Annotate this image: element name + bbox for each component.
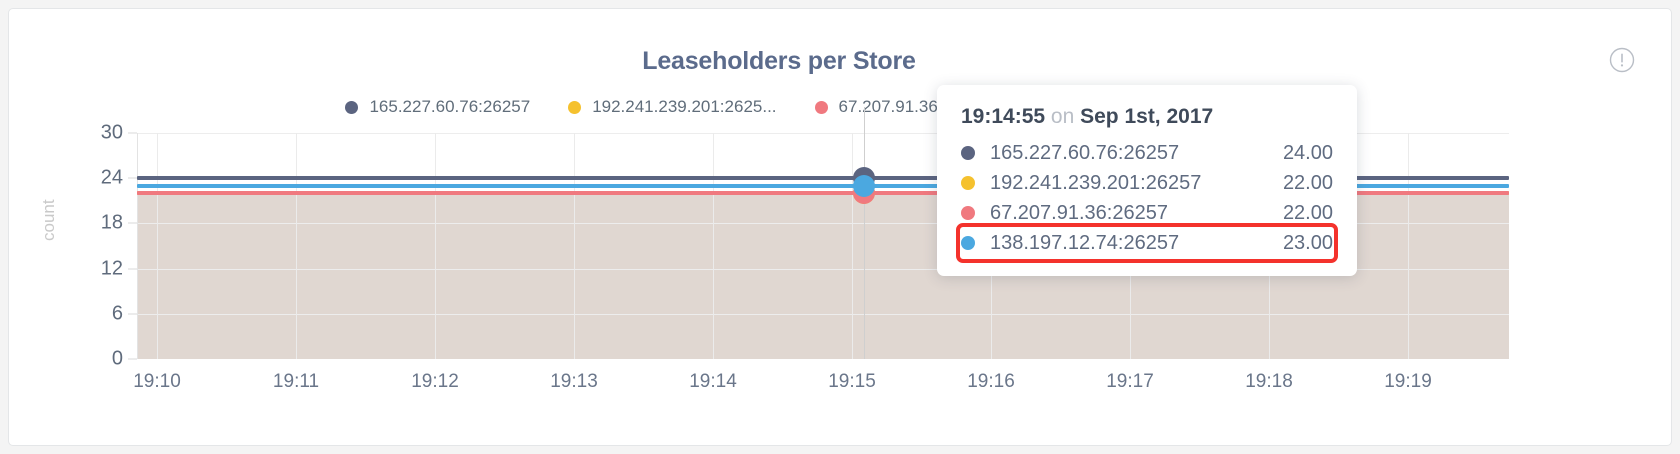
tooltip-series-value: 22.00 [1282, 201, 1333, 224]
tooltip-color-dot [961, 236, 975, 250]
page-title: Leaseholders per Store [642, 47, 916, 75]
y-axis-tick-mark [128, 222, 137, 224]
series-line [137, 191, 1509, 196]
y-axis-tick-label: 12 [100, 257, 123, 280]
horizontal-gridline [137, 133, 1509, 134]
tooltip-series-value: 23.00 [1282, 231, 1333, 254]
y-axis-line [137, 133, 138, 359]
x-axis-tick-label: 19:17 [1106, 371, 1154, 392]
x-axis-tick-label: 19:19 [1384, 371, 1432, 392]
tooltip-series-label: 165.227.60.76:26257 [990, 141, 1180, 164]
y-axis-tick-label: 6 [111, 302, 123, 325]
vertical-gridline [574, 133, 575, 359]
vertical-gridline [1408, 133, 1409, 359]
legend-item[interactable]: 192.241.239.201:2625... [568, 97, 777, 117]
exclamation-circle-icon[interactable] [1609, 47, 1635, 73]
legend-color-dot [345, 100, 359, 114]
tooltip-on-word: on [1050, 105, 1075, 128]
tooltip-date: Sep 1st, 2017 [1080, 105, 1214, 128]
x-axis-tick-label: 19:14 [689, 371, 737, 392]
horizontal-gridline [137, 313, 1509, 315]
legend-item-label: 192.241.239.201:2625... [592, 97, 777, 116]
tooltip-color-dot [961, 146, 975, 160]
tooltip-row: 192.241.239.201:26257 22.00 [961, 168, 1333, 198]
y-axis-tick-label: 18 [100, 211, 123, 234]
y-axis-tick-label: 24 [100, 166, 123, 189]
x-axis-tick-label: 19:12 [411, 371, 459, 392]
tooltip-color-dot [961, 206, 975, 220]
tooltip-series-label: 138.197.12.74:26257 [990, 231, 1180, 254]
x-axis-tick-label: 19:11 [272, 371, 320, 392]
vertical-gridline [435, 133, 436, 359]
tooltip-row: 67.207.91.36:26257 22.00 [961, 198, 1333, 228]
y-axis-tick-mark [128, 358, 137, 360]
tooltip-row-highlighted: 138.197.12.74:26257 23.00 [956, 223, 1338, 263]
hover-point-marker [853, 174, 875, 197]
tooltip-series-value: 24.00 [1282, 141, 1333, 164]
x-axis-tick-label: 19:16 [967, 371, 1015, 392]
tooltip-color-dot [961, 176, 975, 190]
y-axis-tick-label: 30 [100, 121, 123, 144]
tooltip-header: 19:14:55 on Sep 1st, 2017 [961, 105, 1333, 129]
hover-tooltip: 19:14:55 on Sep 1st, 2017 165.227.60.76:… [937, 85, 1357, 276]
legend-item[interactable]: 165.227.60.76:26257 [345, 97, 530, 117]
vertical-gridline [852, 133, 853, 359]
tooltip-time: 19:14:55 [961, 105, 1046, 128]
y-axis-tick-mark [128, 132, 137, 134]
tooltip-series-label: 67.207.91.36:26257 [990, 201, 1168, 224]
y-axis-label: count [39, 199, 58, 241]
x-axis-tick-label: 19:10 [133, 371, 181, 392]
hover-crosshair-line [864, 107, 865, 359]
horizontal-gridline [137, 223, 1509, 225]
vertical-gridline [296, 133, 297, 359]
y-axis-tick-mark [128, 313, 137, 315]
y-axis-tick-label: 0 [111, 347, 123, 370]
tooltip-rows: 165.227.60.76:26257 24.00 192.241.239.201:… [956, 138, 1338, 263]
horizontal-gridline [137, 268, 1509, 270]
legend-item-label: 165.227.60.76:26257 [369, 97, 531, 116]
legend-color-dot [814, 100, 828, 114]
chart-card: Leaseholders per Store 165.227.60.76:262… [8, 8, 1672, 446]
series-line [137, 176, 1509, 181]
legend-color-dot [568, 100, 582, 114]
x-axis-tick-label: 19:15 [828, 371, 876, 392]
tooltip-series-value: 22.00 [1282, 171, 1333, 194]
tooltip-series-label: 192.241.239.201:26257 [990, 171, 1202, 194]
x-axis-tick-label: 19:13 [550, 371, 598, 392]
vertical-gridline [713, 133, 714, 359]
vertical-gridline [157, 133, 158, 359]
y-axis-tick-mark [128, 177, 137, 179]
series-line [137, 183, 1509, 188]
x-axis-tick-label: 19:18 [1245, 371, 1293, 392]
y-axis-tick-mark [128, 268, 137, 270]
tooltip-row: 165.227.60.76:26257 24.00 [961, 138, 1333, 168]
